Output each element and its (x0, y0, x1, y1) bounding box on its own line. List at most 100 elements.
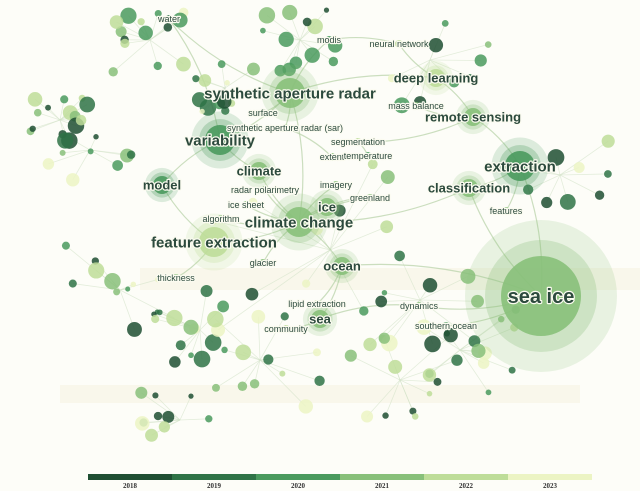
keyword-node[interactable] (523, 184, 534, 195)
sea-ice-node[interactable] (501, 256, 581, 336)
classification-node[interactable] (460, 179, 478, 197)
keyword-node[interactable] (109, 15, 124, 29)
keyword-node[interactable] (163, 23, 173, 32)
keyword-node[interactable] (183, 319, 199, 335)
keyword-node[interactable] (153, 411, 163, 421)
radar-polarimetry-node[interactable] (261, 186, 269, 194)
keyword-node[interactable] (104, 272, 121, 290)
extraction-node[interactable] (505, 151, 535, 181)
keyword-node[interactable] (388, 359, 403, 374)
extent-node[interactable] (328, 153, 336, 161)
keyword-node[interactable] (212, 383, 220, 392)
keyword-node[interactable] (367, 159, 378, 170)
keyword-node[interactable] (198, 74, 212, 87)
keyword-node[interactable] (409, 407, 417, 415)
keyword-node[interactable] (93, 134, 99, 140)
keyword-node[interactable] (344, 349, 357, 362)
keyword-node[interactable] (573, 161, 585, 174)
keyword-node[interactable] (162, 410, 175, 423)
keyword-node[interactable] (207, 310, 224, 328)
keyword-node[interactable] (75, 114, 87, 126)
keyword-node[interactable] (422, 278, 438, 293)
keyword-node[interactable] (471, 343, 486, 358)
keyword-node[interactable] (125, 286, 131, 292)
keyword-node[interactable] (260, 27, 266, 34)
keyword-node[interactable] (547, 149, 565, 166)
feature-extraction-node[interactable] (199, 227, 229, 257)
keyword-node[interactable] (302, 279, 311, 288)
keyword-node[interactable] (221, 346, 228, 354)
keyword-node[interactable] (156, 309, 163, 316)
keyword-node[interactable] (112, 160, 123, 171)
keyword-node[interactable] (59, 149, 66, 156)
keyword-node[interactable] (393, 97, 410, 114)
keyword-node[interactable] (216, 94, 232, 109)
keyword-node[interactable] (484, 41, 492, 48)
keyword-node[interactable] (274, 64, 287, 77)
greenland-node[interactable] (366, 194, 374, 202)
keyword-node[interactable] (29, 125, 36, 132)
climate-node[interactable] (250, 162, 268, 180)
keyword-node[interactable] (192, 75, 200, 83)
keyword-node[interactable] (289, 56, 303, 70)
keyword-node[interactable] (263, 354, 274, 365)
keyword-node[interactable] (381, 289, 388, 296)
neural-network-node[interactable] (395, 40, 403, 48)
keyword-node[interactable] (45, 104, 51, 111)
synthetic-aperture-radar-node[interactable] (275, 78, 305, 108)
keyword-node[interactable] (247, 62, 260, 76)
keyword-node[interactable] (237, 381, 248, 391)
keyword-node[interactable] (79, 96, 96, 113)
keyword-node[interactable] (158, 421, 171, 433)
keyword-node[interactable] (127, 321, 142, 337)
keyword-node[interactable] (428, 37, 444, 53)
mass-balance-node[interactable] (412, 102, 420, 110)
keyword-node[interactable] (471, 294, 484, 308)
keyword-node[interactable] (130, 281, 137, 288)
keyword-node[interactable] (145, 428, 159, 442)
keyword-node[interactable] (387, 74, 396, 83)
keyword-node[interactable] (224, 80, 230, 86)
keyword-node[interactable] (217, 300, 230, 313)
keyword-node[interactable] (601, 134, 615, 148)
keyword-node[interactable] (328, 56, 339, 67)
keyword-node[interactable] (57, 132, 74, 149)
keyword-node[interactable] (467, 73, 473, 80)
ice-sheet-node[interactable] (242, 201, 250, 209)
keyword-node[interactable] (359, 306, 369, 316)
keyword-node[interactable] (151, 314, 160, 324)
glacier-node[interactable] (259, 259, 267, 267)
keyword-node[interactable] (120, 7, 137, 24)
keyword-node[interactable] (380, 170, 395, 185)
keyword-node[interactable] (426, 390, 433, 397)
surface-node[interactable] (259, 109, 267, 117)
keyword-node[interactable] (251, 309, 266, 324)
keyword-node[interactable] (448, 77, 460, 88)
keyword-node[interactable] (210, 216, 218, 225)
keyword-node[interactable] (154, 9, 162, 18)
keyword-node[interactable] (188, 393, 194, 399)
keyword-node[interactable] (152, 392, 159, 399)
algorithm-node[interactable] (217, 215, 225, 223)
keyword-node[interactable] (380, 220, 394, 234)
keyword-node[interactable] (460, 268, 476, 284)
features-node[interactable] (502, 207, 510, 215)
sea-node[interactable] (311, 310, 329, 328)
water-node[interactable] (165, 15, 173, 23)
deep-learning-node[interactable] (427, 69, 445, 87)
modis-node[interactable] (325, 36, 333, 44)
keyword-node[interactable] (138, 25, 153, 41)
keyword-node[interactable] (60, 95, 69, 104)
keyword-node[interactable] (474, 54, 487, 67)
temperature-node[interactable] (364, 152, 372, 160)
keyword-node[interactable] (314, 375, 325, 386)
keyword-node[interactable] (113, 288, 121, 296)
keyword-node[interactable] (205, 415, 213, 423)
keyword-node[interactable] (27, 92, 43, 107)
keyword-node[interactable] (424, 335, 441, 353)
keyword-node[interactable] (323, 7, 330, 13)
keyword-node[interactable] (282, 4, 298, 21)
keyword-node[interactable] (411, 413, 419, 420)
keyword-node[interactable] (333, 204, 346, 217)
keyword-node[interactable] (166, 309, 183, 327)
